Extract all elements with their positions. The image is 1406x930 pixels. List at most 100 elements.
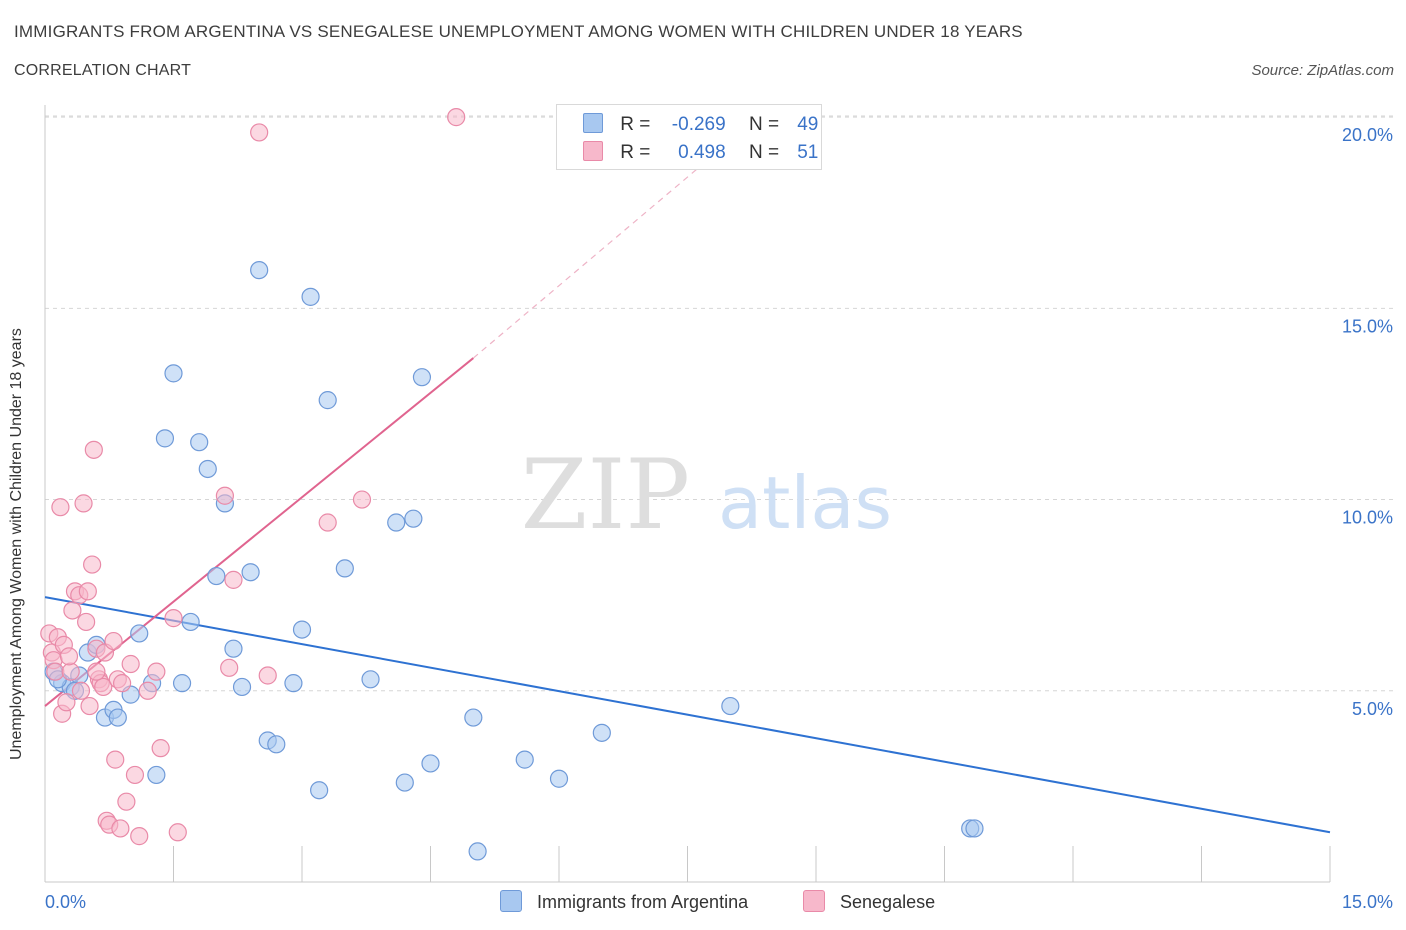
point-argentina — [335, 559, 354, 578]
senegalese-swatch — [583, 141, 603, 161]
grid-layer — [45, 115, 1395, 692]
point-senegalese — [258, 666, 277, 685]
point-senegalese — [164, 609, 183, 628]
point-argentina — [404, 509, 423, 528]
point-argentina — [181, 612, 200, 632]
points-layer — [40, 108, 984, 861]
point-senegalese — [104, 631, 123, 651]
point-argentina — [592, 723, 611, 742]
trend-line-argentina — [44, 596, 1331, 834]
point-senegalese — [51, 498, 70, 517]
legend-item-argentina[interactable]: Immigrants from Argentina — [500, 890, 748, 913]
point-argentina — [241, 563, 260, 582]
point-argentina — [207, 566, 226, 586]
point-senegalese — [220, 658, 239, 677]
point-argentina — [292, 620, 312, 639]
legend-argentina-swatch — [500, 890, 522, 912]
point-senegalese — [447, 108, 466, 127]
point-senegalese — [138, 681, 157, 700]
point-senegalese — [57, 693, 76, 712]
point-senegalese — [215, 486, 234, 505]
point-senegalese — [250, 123, 269, 142]
stats-row-senegalese: R = 0.498 N = 51 — [583, 141, 818, 163]
point-argentina — [318, 391, 337, 410]
stats-legend: R = -0.269 N = 49 R = 0.498 N = 51 — [556, 104, 822, 170]
point-senegalese — [84, 440, 103, 459]
point-senegalese — [151, 739, 170, 758]
point-senegalese — [87, 662, 106, 681]
argentina-n-label: N = — [748, 114, 780, 135]
point-senegalese — [94, 677, 113, 697]
point-senegalese — [71, 681, 91, 700]
argentina-swatch — [583, 113, 603, 133]
senegalese-r-label: R = — [620, 142, 651, 163]
point-argentina — [310, 781, 329, 800]
point-argentina — [421, 754, 440, 773]
trend-line-senegalese-extension — [472, 154, 714, 359]
point-argentina — [190, 433, 209, 452]
point-senegalese — [352, 490, 372, 509]
point-argentina — [198, 459, 217, 479]
y-tick-label: 5.0% — [1352, 699, 1393, 719]
chart-subtitle: CORRELATION CHART — [14, 62, 192, 79]
point-senegalese — [80, 696, 99, 716]
senegalese-n-label: N = — [748, 142, 780, 163]
watermark-atlas: atlas — [718, 461, 892, 545]
argentina-r-label: R = — [620, 114, 651, 135]
senegalese-n-value: 51 — [797, 142, 819, 163]
point-argentina — [164, 364, 183, 383]
point-senegalese — [83, 555, 102, 574]
point-senegalese — [318, 513, 337, 532]
point-argentina — [284, 674, 303, 693]
point-argentina — [721, 696, 740, 716]
point-argentina — [464, 708, 483, 727]
point-argentina — [250, 260, 269, 280]
point-senegalese — [78, 582, 97, 601]
watermark: ZIP atlas — [521, 439, 892, 551]
chart-title: IMMIGRANTS FROM ARGENTINA VS SENEGALESE … — [14, 22, 1023, 41]
point-argentina — [147, 765, 166, 785]
point-senegalese — [59, 647, 79, 666]
argentina-n-value: 49 — [797, 114, 819, 135]
legend-argentina-label: Immigrants from Argentina — [537, 892, 749, 912]
legend-item-senegalese[interactable]: Senegalese — [803, 890, 935, 913]
point-argentina — [515, 750, 534, 769]
y-tick-label: 15.0% — [1342, 316, 1393, 336]
point-senegalese — [125, 765, 145, 785]
point-senegalese — [46, 662, 65, 681]
point-argentina — [387, 513, 406, 532]
point-argentina — [224, 639, 243, 658]
y-axis-label: Unemployment Among Women with Children U… — [8, 328, 25, 760]
y-tick-label: 20.0% — [1342, 125, 1393, 145]
point-argentina — [395, 773, 414, 792]
point-argentina — [172, 674, 192, 693]
point-senegalese — [224, 570, 243, 589]
argentina-r-value: -0.269 — [671, 114, 726, 135]
legend-senegalese-swatch — [803, 890, 825, 912]
point-argentina — [267, 735, 286, 754]
point-senegalese — [63, 601, 82, 620]
point-senegalese — [61, 662, 80, 681]
point-argentina — [468, 842, 487, 861]
tick-label-layer: 5.0% 10.0% 15.0% 20.0% 0.0% 15.0% — [45, 125, 1393, 912]
point-senegalese — [77, 612, 96, 632]
point-senegalese — [121, 654, 140, 674]
point-senegalese — [130, 827, 149, 846]
point-senegalese — [106, 750, 125, 769]
point-senegalese — [111, 819, 130, 838]
point-argentina — [155, 429, 175, 448]
y-axis-label-wrap: Unemployment Among Women with Children U… — [8, 328, 26, 880]
point-argentina — [549, 769, 569, 788]
point-argentina — [108, 708, 127, 727]
point-senegalese — [147, 662, 166, 681]
x-tick-label: 0.0% — [45, 892, 86, 912]
point-senegalese — [117, 792, 136, 811]
point-senegalese — [74, 494, 93, 513]
x-tick-label: 15.0% — [1342, 892, 1393, 912]
watermark-zip: ZIP — [521, 439, 690, 551]
point-argentina — [361, 670, 380, 689]
axis-layer — [44, 105, 1331, 883]
stats-row-argentina: R = -0.269 N = 49 — [583, 113, 818, 135]
legend-senegalese-label: Senegalese — [840, 892, 936, 912]
